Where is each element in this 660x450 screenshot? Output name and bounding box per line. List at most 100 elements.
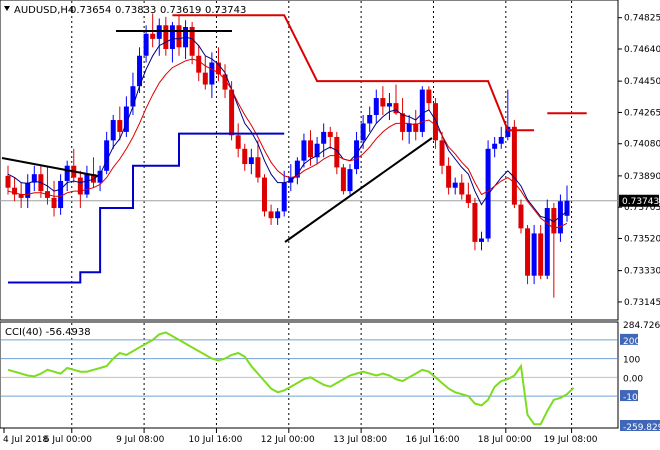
candle-body — [169, 25, 175, 49]
candle-body — [84, 174, 90, 195]
candle-body — [518, 204, 524, 229]
cci-tick-label: 100 — [623, 356, 640, 366]
candle-body — [268, 211, 274, 219]
blue-stop-line — [8, 132, 285, 284]
candle-body — [18, 194, 24, 198]
time-tick-label: 16 Jul 16:00 — [405, 435, 459, 445]
candle-body — [281, 182, 287, 212]
main-header: AUDUSD,H4 0.73654 0.73833 0.73619 0.7374… — [4, 5, 246, 16]
cci-axis: 284.7263 200 100 0.00 -100 -259.829 — [620, 321, 660, 433]
candle-body — [12, 187, 18, 195]
cci-panel-frame — [0, 321, 619, 429]
collapse-triangle-icon[interactable] — [4, 6, 10, 11]
candle-body — [314, 143, 320, 158]
candle-body — [51, 197, 57, 209]
candle-body — [156, 25, 162, 39]
candle-body — [176, 25, 182, 48]
candle-body — [380, 98, 386, 107]
candle-body — [459, 182, 465, 195]
candle-body — [150, 33, 156, 39]
candle-body — [123, 106, 129, 132]
time-tick-label: 4 Jul 2018 — [3, 435, 48, 445]
candle-body — [472, 202, 478, 242]
symbol-label: AUDUSD,H4 — [14, 5, 74, 16]
candle-body — [354, 140, 360, 170]
candle-body — [439, 140, 445, 166]
time-tick-label: 18 Jul 00:00 — [478, 435, 532, 445]
slow-moving-average — [7, 58, 568, 229]
candle-body — [25, 182, 31, 198]
candle-body — [77, 177, 83, 195]
cci-tick-label: 200 — [623, 337, 640, 347]
high-value: 0.73833 — [115, 5, 156, 16]
candle-body — [452, 182, 458, 188]
price-tick-label: 0.74265 — [624, 108, 660, 118]
price-axis: 0.74825 0.74640 0.74450 0.74265 0.74080 0.738… — [618, 14, 660, 308]
candle-body — [373, 98, 379, 115]
candle-body — [564, 200, 570, 216]
candle-body — [130, 86, 136, 107]
candle-body — [137, 55, 143, 87]
candle-body — [209, 62, 215, 85]
time-tick-label: 10 Jul 16:00 — [188, 435, 242, 445]
candle-body — [90, 174, 96, 183]
candle-body — [347, 169, 353, 192]
cci-tick-label: 0.00 — [623, 374, 643, 384]
candle-body — [235, 135, 241, 149]
candle-body — [104, 140, 110, 171]
candle-body — [393, 103, 399, 114]
price-tick-label: 0.74450 — [624, 77, 660, 87]
price-tick-label: 0.73330 — [624, 267, 660, 277]
price-tick-label: 0.74825 — [624, 14, 660, 24]
fast-moving-average — [7, 36, 568, 223]
candle-body — [202, 72, 208, 85]
trendline-rising[interactable] — [284, 137, 433, 243]
current-price-label: 0.73743 — [622, 197, 659, 207]
candle-body — [97, 170, 103, 183]
price-tick-label: 0.73145 — [624, 298, 660, 308]
low-value: 0.73619 — [160, 5, 201, 16]
candle-body — [531, 233, 537, 276]
candle-body — [64, 165, 70, 181]
time-tick-label: 19 Jul 08:00 — [544, 435, 598, 445]
candle-body — [360, 123, 366, 141]
cci-tick-label: -259.829 — [623, 423, 660, 433]
candle-body — [557, 201, 563, 234]
candle-body — [492, 143, 498, 149]
candle-body — [294, 160, 300, 178]
candle-body — [58, 180, 64, 209]
candle-body — [367, 114, 373, 124]
candle-body — [143, 33, 149, 56]
cci-tick-label: 284.7263 — [623, 321, 660, 331]
candle-body — [327, 131, 333, 137]
candle-body — [334, 136, 340, 168]
candle-body — [465, 194, 471, 203]
candle-body — [446, 165, 452, 188]
trendline-left[interactable] — [1, 157, 99, 177]
cci-header: CCI(40) -56.4938 — [5, 327, 91, 338]
session-separators — [71, 1, 573, 427]
candle-body — [426, 89, 432, 104]
price-tick-label: 0.74640 — [624, 45, 660, 55]
time-tick-label: 12 Jul 00:00 — [261, 435, 315, 445]
candle-body — [321, 131, 327, 144]
cci-tick-box — [620, 420, 660, 431]
candle-body — [544, 208, 550, 276]
candle-body — [5, 175, 11, 188]
candle-body — [261, 177, 267, 212]
price-tick-label: 0.73520 — [624, 234, 660, 244]
cci-line — [7, 331, 575, 426]
time-tick-label: 13 Jul 08:00 — [333, 435, 387, 445]
candle-body — [163, 25, 169, 49]
candle-body — [301, 140, 307, 161]
candle-body — [406, 123, 412, 132]
candle-body — [498, 136, 504, 144]
cci-tick-box — [620, 390, 638, 402]
current-price-box — [619, 194, 659, 207]
cci-level-lines — [1, 339, 617, 397]
time-tick-label: 6 Jul 00:00 — [44, 435, 93, 445]
red-stop-line — [172, 14, 535, 132]
candle-body — [400, 113, 406, 132]
open-value: 0.73654 — [70, 5, 111, 16]
